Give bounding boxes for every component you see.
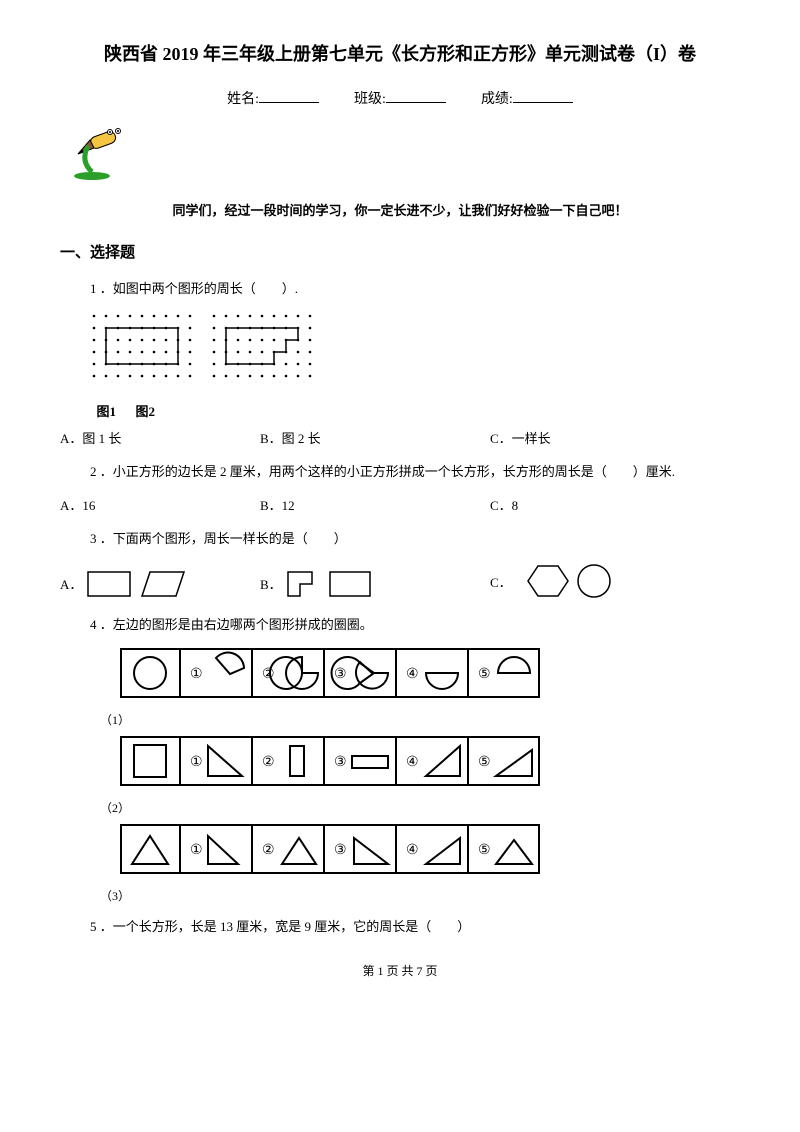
svg-text:②: ② [262, 843, 275, 858]
q4-sub3: （3） [100, 887, 740, 904]
name-blank[interactable] [259, 88, 319, 103]
page-footer: 第 1 页 共 7 页 [60, 962, 740, 979]
q4-row2: ① ② ③ ④ ⑤ [120, 736, 740, 791]
q3-opt-b[interactable]: B． [260, 566, 490, 600]
q3a-shapes-icon [86, 566, 186, 600]
q2-opt-c[interactable]: C．8 [490, 495, 690, 514]
svg-text:④: ④ [406, 755, 419, 770]
class-blank[interactable] [386, 88, 446, 103]
svg-text:②: ② [262, 667, 275, 682]
q3c-shapes-icon [516, 562, 626, 600]
q1-options: A．图 1 长 B．图 2 长 C．一样长 [60, 428, 740, 447]
q1-figure: 图1 图2 [90, 312, 740, 420]
svg-text:②: ② [262, 755, 275, 770]
q1-text: 1 ．如图中两个图形的周长（ ）. [90, 278, 740, 300]
svg-text:①: ① [190, 755, 203, 770]
q2-opt-a[interactable]: A．16 [60, 495, 260, 514]
name-label: 姓名: [227, 92, 259, 107]
q1-opt-b[interactable]: B．图 2 长 [260, 428, 490, 447]
q2-text: 2 ．小正方形的边长是 2 厘米，用两个这样的小正方形拼成一个长方形，长方形的周… [90, 461, 740, 483]
q2-options: A．16 B．12 C．8 [60, 495, 740, 514]
score-label: 成绩: [481, 92, 513, 107]
svg-text:④: ④ [406, 843, 419, 858]
q2-opt-b[interactable]: B．12 [260, 495, 490, 514]
q4-row1: ① ② ③ ④ ⑤ [120, 648, 740, 703]
q4-sub1: （1） [100, 711, 740, 728]
score-blank[interactable] [513, 88, 573, 103]
q3-options: A． B． C． [60, 562, 740, 600]
q1-opt-a[interactable]: A．图 1 长 [60, 428, 260, 447]
svg-text:③: ③ [334, 667, 347, 682]
svg-text:④: ④ [406, 667, 419, 682]
q1-fig-labels: 图1 图2 [90, 401, 740, 420]
q3b-shapes-icon [286, 566, 386, 600]
svg-text:①: ① [190, 843, 203, 858]
q4-text: 4 ．左边的图形是由右边哪两个图形拼成的圈圈。 [90, 614, 740, 636]
svg-text:③: ③ [334, 843, 347, 858]
q3-opt-c[interactable]: C． [490, 562, 690, 600]
q4-row3: ① ② ③ ④ ⑤ [120, 824, 740, 879]
class-label: 班级: [354, 92, 386, 107]
svg-text:③: ③ [334, 755, 347, 770]
svg-text:⑤: ⑤ [478, 755, 491, 770]
section-heading-1: 一、选择题 [60, 241, 740, 262]
pencil-icon [70, 126, 740, 186]
page-title: 陕西省 2019 年三年级上册第七单元《长方形和正方形》单元测试卷（I）卷 [60, 40, 740, 66]
svg-text:①: ① [190, 667, 203, 682]
q3-text: 3 ．下面两个图形，周长一样长的是（ ） [90, 528, 740, 550]
q4-sub2: （2） [100, 799, 740, 816]
q3-opt-a[interactable]: A． [60, 566, 260, 600]
svg-text:⑤: ⑤ [478, 667, 491, 682]
q1-opt-c[interactable]: C．一样长 [490, 428, 690, 447]
info-line: 姓名: 班级: 成绩: [60, 88, 740, 108]
q5-text: 5 ．一个长方形，长是 13 厘米，宽是 9 厘米，它的周长是（ ） [90, 916, 740, 938]
svg-text:⑤: ⑤ [478, 843, 491, 858]
intro-text: 同学们，经过一段时间的学习，你一定长进不少，让我们好好检验一下自己吧！ [60, 200, 740, 219]
